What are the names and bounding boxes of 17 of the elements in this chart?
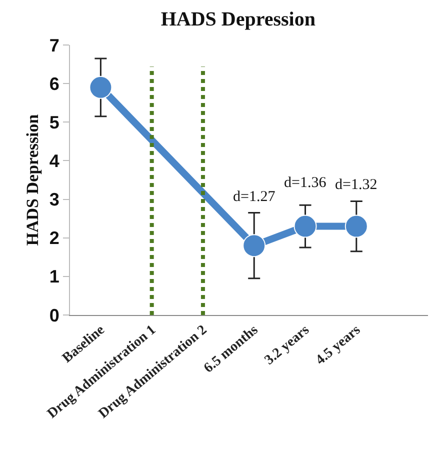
y-tick-label: 1 — [49, 266, 60, 287]
point — [89, 76, 112, 99]
point — [294, 214, 317, 238]
y-tick-label: 7 — [49, 35, 60, 56]
point — [344, 214, 368, 238]
annotation: d=1.27 — [233, 189, 276, 205]
chart-title: HADS Depression — [160, 8, 316, 31]
y-tick-label: 2 — [49, 228, 60, 248]
annotation: d=1.32 — [335, 177, 378, 193]
y-axis-title: HADS Depression — [22, 114, 42, 246]
y-tick-label: 6 — [49, 74, 60, 94]
y-tick-label: 4 — [49, 151, 60, 172]
y-tick-label: 5 — [49, 112, 60, 132]
point — [242, 234, 266, 258]
y-tick-label: 0 — [49, 305, 60, 326]
y-tick-label: 3 — [49, 190, 60, 210]
annotation: d=1.36 — [284, 175, 327, 191]
